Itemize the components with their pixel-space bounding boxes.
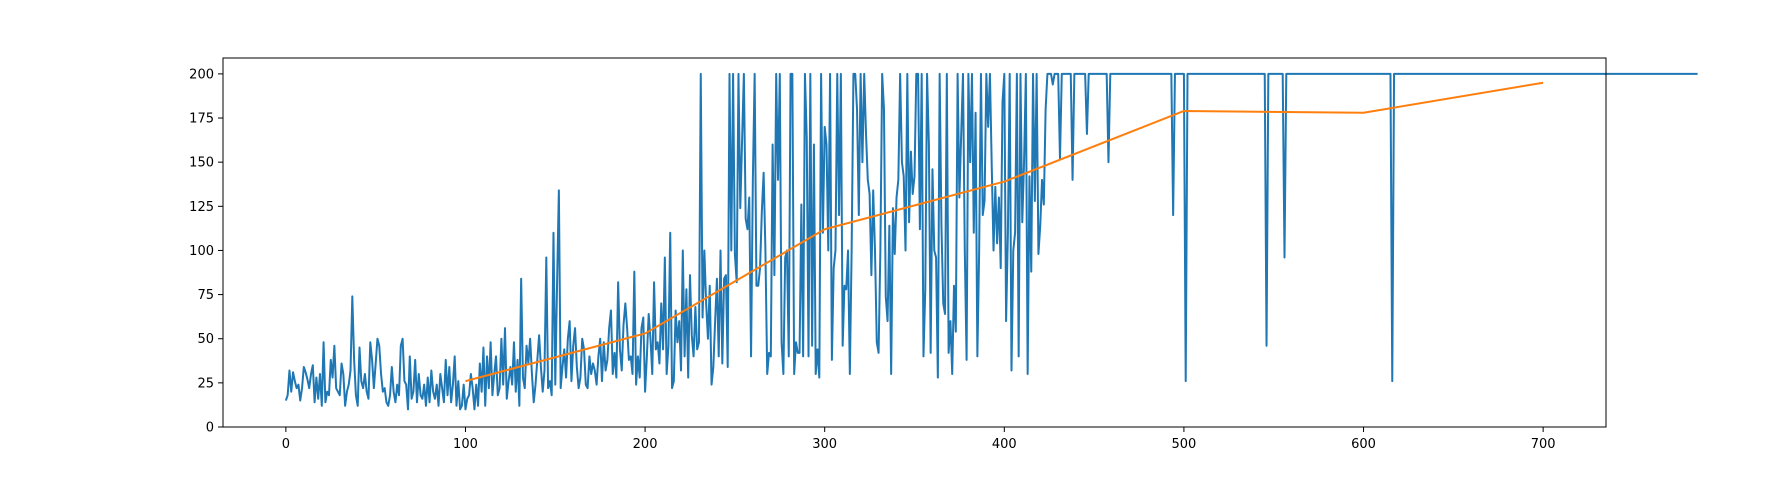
x-tick-label: 0 (282, 437, 290, 452)
y-tick-label: 125 (189, 200, 214, 215)
x-tick-label: 200 (633, 437, 658, 452)
x-tick-label: 300 (812, 437, 837, 452)
axes-frame (222, 57, 1607, 428)
y-tick-label: 50 (197, 332, 214, 347)
y-tick-label: 0 (206, 421, 214, 436)
series-line-1 (284, 72, 1698, 411)
y-tick-label: 150 (189, 156, 214, 171)
series-line-2 (465, 81, 1544, 383)
y-tick-label: 75 (197, 288, 214, 303)
x-tick-label: 400 (992, 437, 1017, 452)
x-tick-label: 100 (453, 437, 478, 452)
y-tick-label: 25 (197, 376, 214, 391)
y-tick-label: 175 (189, 112, 214, 127)
x-tick-label: 600 (1351, 437, 1376, 452)
x-tick-label: 700 (1531, 437, 1556, 452)
plot-area (284, 72, 1698, 411)
x-tick-label: 500 (1172, 437, 1197, 452)
y-tick-label: 100 (189, 244, 214, 259)
x-axis: 0 100 200 300 400 500 600 700 (282, 427, 1556, 452)
y-axis: 0 25 50 75 100 125 150 175 200 (189, 67, 223, 436)
y-tick-label: 200 (189, 67, 214, 82)
